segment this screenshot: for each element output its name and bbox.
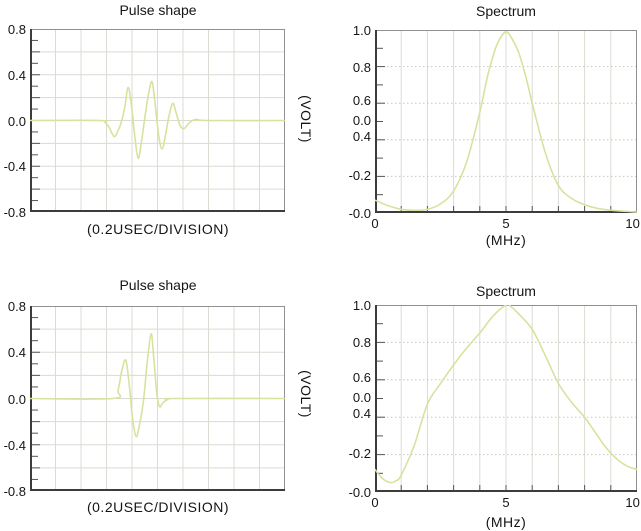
chart-title: Pulse shape [119, 2, 197, 18]
y-tick-label: 0.8 [7, 22, 26, 37]
y-tick-label: 0.4 [7, 67, 26, 83]
x-axis-label: (0.2USEC/DIVISION) [86, 221, 230, 237]
data-curve [30, 332, 285, 438]
y-tick-label: 0.4 [7, 345, 26, 361]
y-tick-label: 0.4 [352, 128, 371, 144]
x-axis-label: (MHz) [485, 232, 527, 248]
data-curve [375, 31, 637, 213]
y-tick-label: 0.0 [7, 391, 26, 407]
y-tick-label: 0.6 [352, 369, 371, 385]
y-tick-label: 0.0 [352, 389, 371, 405]
y-tick-label: 1.0 [352, 23, 371, 38]
plot-area [30, 29, 285, 212]
x-tick-label: 10 [625, 495, 640, 510]
y-tick-label: -0.2 [348, 167, 371, 183]
x-axis-label: (MHz) [485, 514, 527, 530]
y-tick-label: 0.0 [352, 112, 371, 128]
chart-pulse-shape-top: Pulse shape (0.2USEC/DIVISION) 0.8 0.4 0.0… [0, 0, 320, 265]
y-tick-label: 0.8 [352, 335, 371, 351]
y-axis-label-volt-top: (VOLT) [298, 95, 314, 143]
chart-title: Spectrum [476, 3, 536, 19]
chart-spectrum-top: Spectrum (MHz) 1.0 0.8 0.6 0.0 0.4 -0.2 -0.0 0 5… [320, 0, 641, 265]
chart-spectrum-bottom: Spectrum (MHz) 1.0 0.8 0.6 0.0 0.4 -0.2 -0.0 0 5… [320, 265, 641, 531]
x-axis-label: (0.2USEC/DIVISION) [86, 499, 230, 515]
x-tick-label: 0 [371, 495, 379, 510]
y-tick-label: 0.8 [352, 59, 371, 75]
plot-area [375, 30, 637, 213]
y-tick-label: 0.4 [352, 406, 371, 422]
y-axis-label-volt-bottom: (VOLT) [298, 370, 314, 418]
grid-lines [375, 305, 637, 492]
y-tick-label: 0.0 [7, 113, 26, 129]
data-curve [375, 305, 637, 484]
chart-pulse-shape-bottom: Pulse shape (0.2USEC/DIVISION) 0.8 0.4 0.0… [0, 265, 320, 531]
x-tick-label: 0 [371, 216, 379, 231]
y-tick-label: -0.8 [3, 205, 26, 220]
x-tick-label: 5 [502, 216, 510, 231]
axis-ticks [32, 39, 40, 202]
chart-title: Pulse shape [119, 277, 197, 293]
axis-ticks [377, 47, 612, 211]
grid-lines [375, 30, 637, 213]
y-tick-label: 0.6 [352, 93, 371, 109]
x-tick-label: 10 [625, 216, 640, 231]
y-tick-label: -0.0 [348, 206, 371, 221]
y-tick-label: -0.4 [3, 437, 26, 453]
x-tick-label: 5 [502, 495, 510, 510]
y-tick-label: 0.8 [7, 299, 26, 314]
plot-area [375, 305, 637, 492]
y-tick-label: -0.2 [348, 445, 371, 461]
plot-area [30, 306, 285, 491]
chart-title: Spectrum [476, 283, 536, 299]
y-tick-label: 1.0 [352, 298, 371, 313]
y-tick-label: -0.0 [348, 485, 371, 500]
y-tick-label: -0.8 [3, 484, 26, 499]
y-tick-label: -0.4 [3, 159, 26, 175]
data-curve [30, 80, 285, 160]
